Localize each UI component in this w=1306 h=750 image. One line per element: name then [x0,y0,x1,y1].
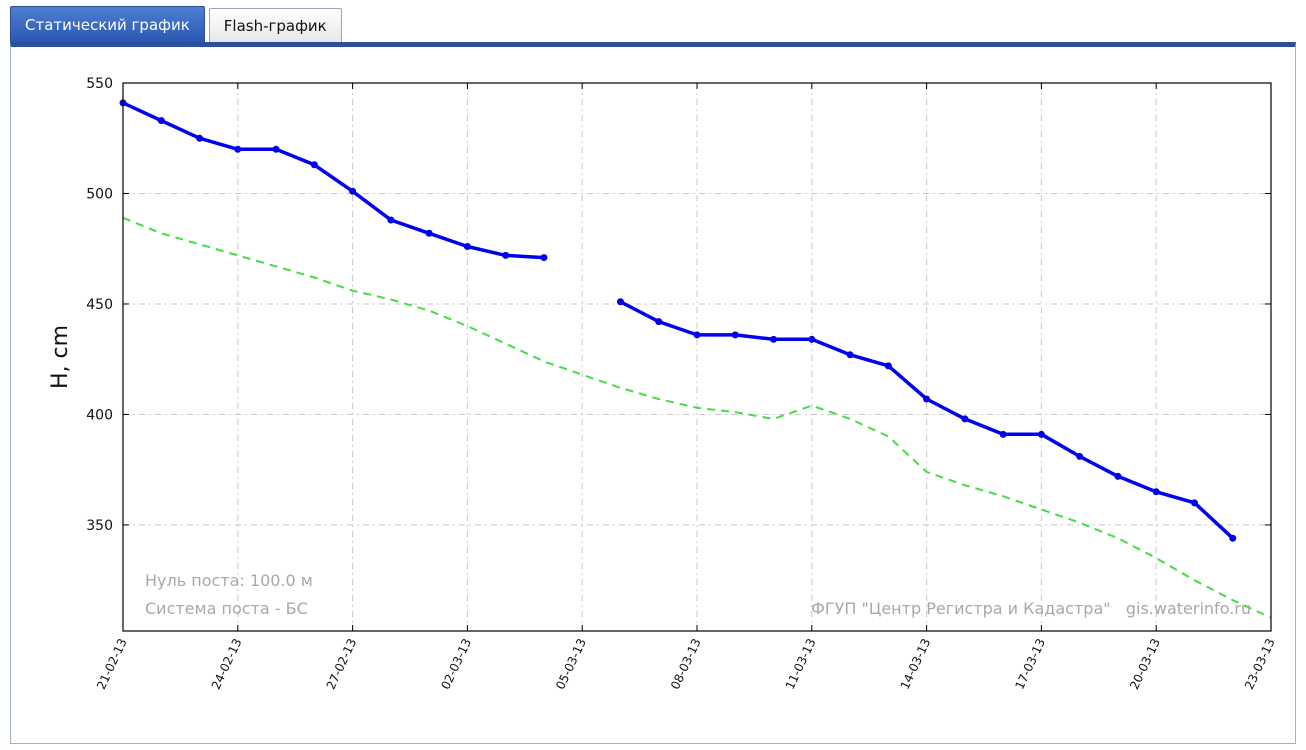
x-tick-label: 24-02-13 [209,636,245,691]
y-tick-label: 550 [86,76,113,92]
data-point [808,335,816,343]
chart-panel: 350 400 450 500 550 21-02-13 24-02-13 27-02-13 0… [10,42,1296,744]
x-tick-label: 05-03-13 [553,636,589,691]
data-point [425,229,433,237]
source-credit-note: ФГУП "Центр Регистра и Кадастра" gis.wat… [811,599,1251,618]
x-tick-label: 08-03-13 [668,636,704,691]
data-point [502,251,510,259]
plot-frame [122,82,1272,632]
gauge-system-note: Система поста - БС [145,599,308,618]
x-tick-label: 27-02-13 [324,636,360,691]
data-point [1229,534,1237,542]
series-line-dashed [122,216,1272,619]
data-point [234,145,242,153]
data-point [1076,452,1084,460]
data-point [540,254,548,262]
grid [123,83,1271,631]
data-point [1190,499,1198,507]
data-point [463,243,471,251]
data-point [1152,488,1160,496]
tab-static-chart[interactable]: Статический график [10,6,205,42]
data-point [655,318,663,326]
chart-area: 350 400 450 500 550 21-02-13 24-02-13 27-02-13 0… [19,53,1287,735]
y-axis-label: H, cm [48,325,73,389]
data-point [846,351,854,359]
data-point [770,335,778,343]
data-point [616,298,624,306]
x-tick-label: 02-03-13 [438,636,474,691]
y-tick-label: 500 [86,186,113,202]
y-tick-label: 350 [86,518,113,534]
x-tick-label: 14-03-13 [898,636,934,691]
tab-flash-chart[interactable]: Flash-график [208,8,342,42]
x-tick-label: 17-03-13 [1012,636,1048,691]
x-tick-label: 11-03-13 [783,636,819,691]
data-point [1114,472,1122,480]
series-layer [119,99,1272,619]
x-tick-label: 21-02-13 [94,636,130,691]
data-point [272,145,280,153]
data-point [999,430,1007,438]
data-point [961,415,969,423]
data-point [157,117,165,125]
x-tick-label: 20-03-13 [1127,636,1163,691]
series-line-observed [122,101,545,260]
y-tick-label: 400 [86,407,113,423]
y-tick-label: 450 [86,297,113,313]
data-point [310,161,318,169]
data-point [1037,430,1045,438]
x-tick-label: 23-03-13 [1242,636,1278,691]
tab-bar: Статический график Flash-график [10,6,342,42]
data-point [923,395,931,403]
data-point [693,331,701,339]
water-level-chart: 350 400 450 500 550 21-02-13 24-02-13 27-02-13 0… [48,76,1278,692]
data-point [731,331,739,339]
data-point [349,187,357,195]
data-point [196,134,204,142]
data-point [884,362,892,370]
gauge-zero-note: Нуль поста: 100.0 м [145,571,313,590]
data-point [387,216,395,224]
